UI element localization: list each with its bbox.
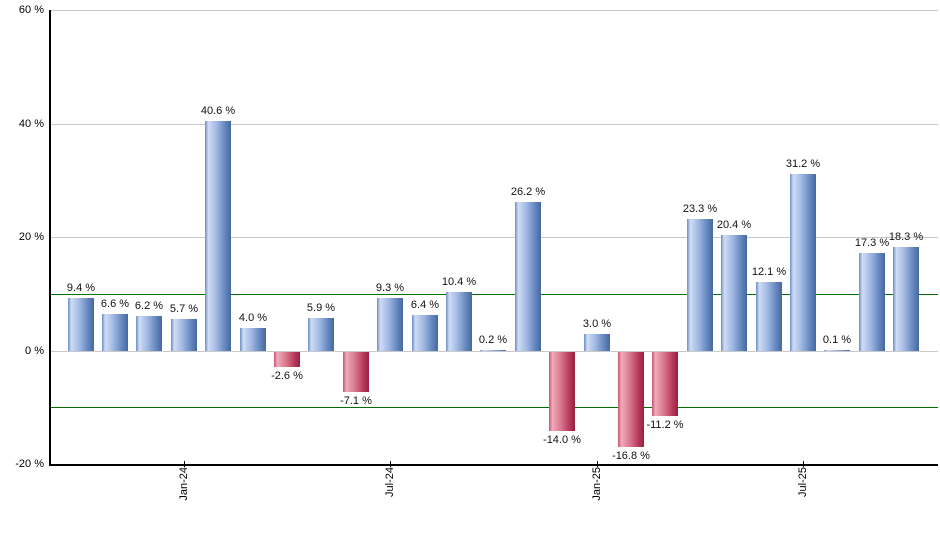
- x-axis-tick: [390, 461, 391, 467]
- gridline-40pct: [50, 124, 938, 125]
- bar: [480, 350, 506, 351]
- bar: [68, 298, 94, 351]
- bar: [859, 253, 885, 351]
- x-axis-tick-label: Jan-24: [178, 467, 190, 501]
- bar: [274, 352, 300, 367]
- bar: [687, 219, 713, 351]
- bar-value-label: 12.1 %: [751, 266, 787, 278]
- bar-value-label: 5.9 %: [306, 302, 336, 314]
- bar: [412, 315, 438, 351]
- bar-value-label: 0.2 %: [478, 334, 508, 346]
- bar: [171, 319, 197, 351]
- bar-value-label: 20.4 %: [716, 219, 752, 231]
- bar-value-label: 9.3 %: [375, 282, 405, 294]
- bar-value-label: -2.6 %: [271, 370, 303, 382]
- bar: [756, 282, 782, 351]
- bar: [240, 328, 266, 351]
- bar: [893, 247, 919, 351]
- bar: [102, 314, 128, 351]
- y-axis-tick-label: -20 %: [15, 458, 44, 470]
- y-axis-tick-label: 60 %: [18, 4, 44, 16]
- bar: [584, 334, 610, 351]
- bar: [790, 174, 816, 351]
- bar: [136, 316, 162, 351]
- bar: [652, 352, 678, 416]
- bar-value-label: 40.6 %: [200, 105, 236, 117]
- x-axis-tick-label: Jul-25: [797, 467, 809, 497]
- bar-value-label: 23.3 %: [682, 203, 718, 215]
- gridline-60pct: [50, 10, 938, 11]
- bar-value-label: 31.2 %: [785, 158, 821, 170]
- bar-value-label: 6.2 %: [134, 300, 164, 312]
- bar-value-label: -7.1 %: [340, 395, 372, 407]
- reference-line-10pct: [50, 294, 938, 295]
- x-axis-tick: [803, 461, 804, 467]
- bar-value-label: 26.2 %: [510, 186, 546, 198]
- bar-value-label: -16.8 %: [612, 450, 650, 462]
- x-axis-line: [49, 464, 938, 466]
- y-axis-tick-label: 20 %: [18, 231, 44, 243]
- y-axis-tick-label: 0 %: [25, 345, 44, 357]
- x-axis-tick-label: Jan-25: [591, 467, 603, 501]
- x-axis-tick: [597, 461, 598, 467]
- x-axis-tick: [184, 461, 185, 467]
- bar: [205, 121, 231, 351]
- bar: [308, 318, 334, 351]
- bar-value-label: 6.4 %: [410, 299, 440, 311]
- bar-value-label: 5.7 %: [169, 303, 199, 315]
- gridline-20pct: [50, 237, 938, 238]
- bar: [824, 350, 850, 351]
- bar: [618, 352, 644, 447]
- bar-value-label: 6.6 %: [100, 298, 130, 310]
- bar-value-label: -11.2 %: [646, 419, 684, 431]
- bar-value-label: 0.1 %: [822, 334, 852, 346]
- bar-value-label: 17.3 %: [854, 237, 890, 249]
- bar-value-label: 10.4 %: [441, 276, 477, 288]
- x-axis-tick-label: Jul-24: [384, 467, 396, 497]
- bar: [377, 298, 403, 351]
- bar-value-label: 4.0 %: [238, 312, 268, 324]
- bar: [343, 352, 369, 392]
- bar: [549, 352, 575, 431]
- bar: [515, 202, 541, 351]
- bar: [446, 292, 472, 351]
- gridline-0pct: [50, 351, 938, 352]
- bar: [721, 235, 747, 351]
- y-axis-line: [49, 10, 51, 466]
- y-axis-tick-label: 40 %: [18, 118, 44, 130]
- bar-value-label: 18.3 %: [888, 231, 924, 243]
- bar-value-label: -14.0 %: [543, 434, 581, 446]
- bar-value-label: 9.4 %: [66, 282, 96, 294]
- reference-line--10pct: [50, 407, 938, 408]
- bar-value-label: 3.0 %: [582, 318, 612, 330]
